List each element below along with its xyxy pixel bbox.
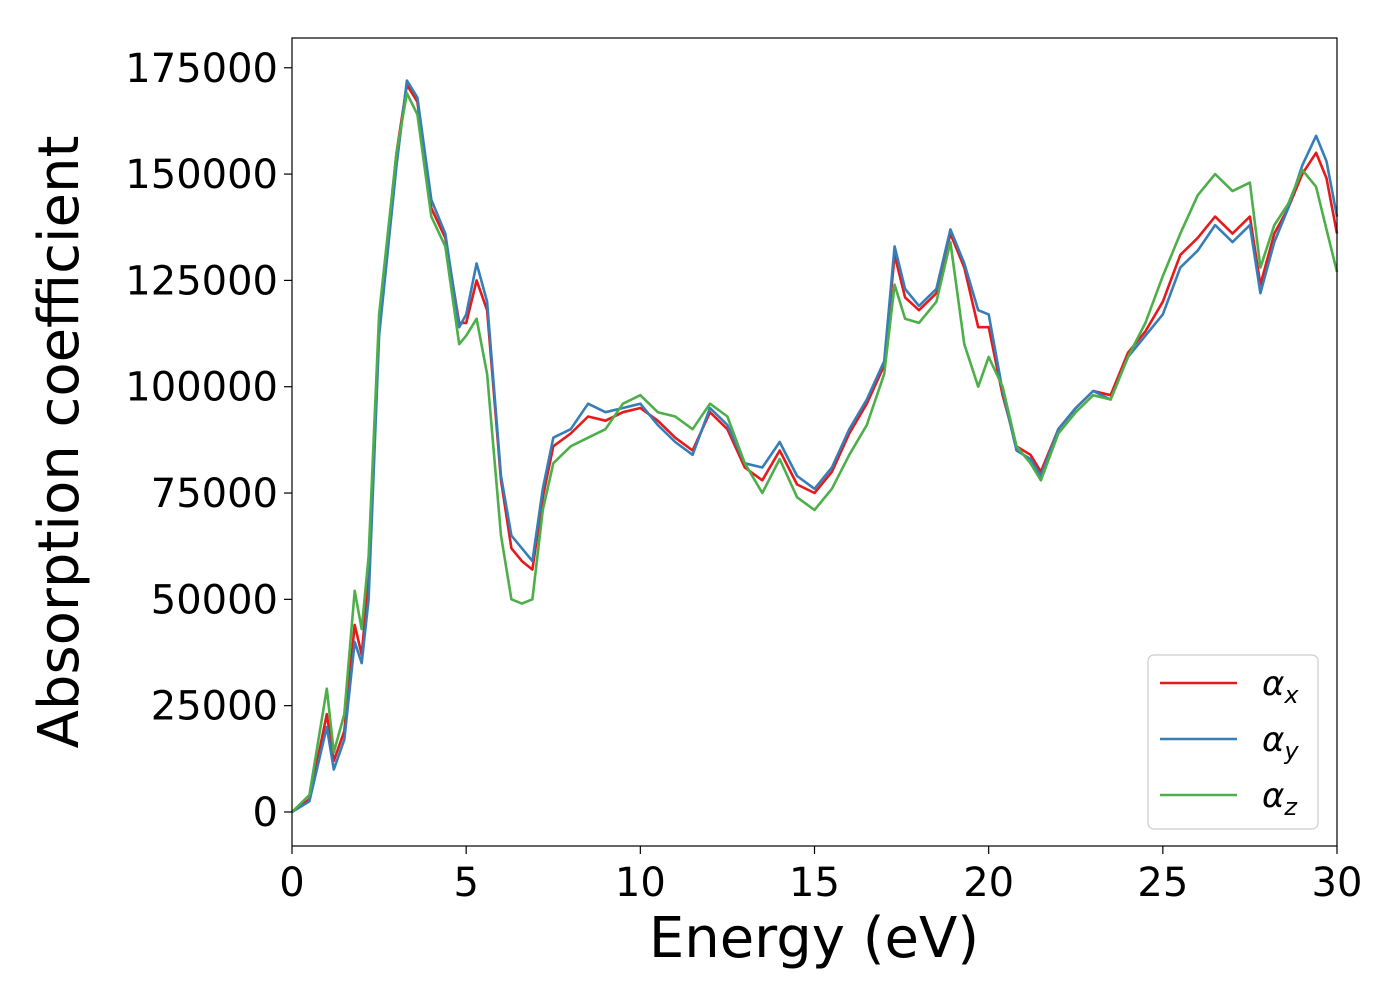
x-tick-label: 10: [615, 860, 666, 906]
legend-label-y: αy: [1262, 720, 1299, 765]
series-layer: [291, 79, 1339, 814]
y-tick-label: 125000: [125, 258, 278, 304]
y-tick-label: 150000: [125, 152, 278, 198]
x-tick-label: 15: [789, 860, 840, 906]
x-tick-label: 5: [453, 860, 478, 906]
series-line-y: [291, 79, 1339, 814]
y-tick-label: 75000: [151, 471, 278, 517]
x-tick-label: 30: [1312, 860, 1363, 906]
legend-box: [1147, 654, 1319, 830]
legend-label-x: αx: [1262, 664, 1299, 709]
series-line-z: [291, 92, 1339, 813]
y-axis: 0 25000 50000 75000 100000 125000 150000 175000: [125, 46, 292, 836]
x-tick-label: 20: [963, 860, 1014, 906]
y-axis-label: Absorption coefficient: [27, 136, 92, 749]
x-axis: 0 5 10 15 20 25 30: [279, 846, 1362, 906]
y-tick-label: 100000: [125, 365, 278, 411]
x-tick-label: 25: [1137, 860, 1188, 906]
legend: αx αy αz: [1147, 654, 1319, 830]
y-tick-label: 25000: [151, 684, 278, 730]
legend-label-z: αz: [1262, 776, 1298, 821]
x-axis-label: Energy (eV): [649, 906, 979, 971]
series-line-x: [291, 83, 1339, 814]
y-tick-label: 50000: [151, 577, 278, 623]
y-tick-label: 0: [253, 790, 278, 836]
x-tick-label: 0: [279, 860, 304, 906]
y-tick-label: 175000: [125, 46, 278, 92]
